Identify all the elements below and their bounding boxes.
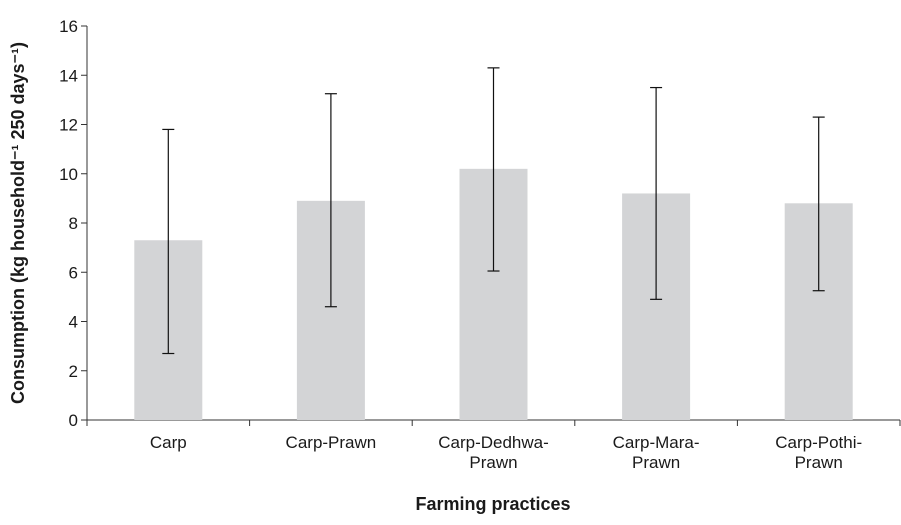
x-tick-label: Carp-Prawn xyxy=(286,433,377,452)
y-tick-label: 10 xyxy=(59,165,78,184)
x-tick-label-line: Prawn xyxy=(469,453,517,472)
error-bars xyxy=(162,67,825,355)
y-tick-label: 12 xyxy=(59,116,78,135)
x-tick-label-line: Prawn xyxy=(795,453,843,472)
x-tick-label-line: Carp-Prawn xyxy=(286,433,377,452)
x-axis: Carp Carp-Prawn Carp-Dedhwa-PrawnCarp-Mara… xyxy=(86,419,901,472)
x-axis-title: Farming practices xyxy=(415,494,570,514)
y-tick-label: 6 xyxy=(69,263,78,282)
x-tick-label-line: Carp-Dedhwa- xyxy=(438,433,549,452)
y-tick-label: 8 xyxy=(69,214,78,233)
y-tick-label: 14 xyxy=(59,66,78,85)
x-tick-label: Carp-Dedhwa-Prawn xyxy=(438,433,549,472)
x-tick-label-line: Carp-Pothi- xyxy=(775,433,862,452)
x-tick-label: Carp-Mara-Prawn xyxy=(613,433,700,472)
y-tick-label: 4 xyxy=(69,313,78,332)
x-tick-label-line: Prawn xyxy=(632,453,680,472)
x-tick-label: Carp-Pothi-Prawn xyxy=(775,433,862,472)
y-tick-label: 16 xyxy=(59,17,78,36)
y-tick-label: 0 xyxy=(69,411,78,430)
x-tick-label-line: Carp xyxy=(150,433,187,452)
y-axis: 0 2 4 6 8 10 12 14 16 xyxy=(59,17,88,430)
y-tick-label: 2 xyxy=(69,362,78,381)
x-tick-label: Carp xyxy=(150,433,187,452)
y-axis-title: Consumption (kg household⁻¹ 250 days⁻¹) xyxy=(8,42,28,404)
x-tick-label-line: Carp-Mara- xyxy=(613,433,700,452)
